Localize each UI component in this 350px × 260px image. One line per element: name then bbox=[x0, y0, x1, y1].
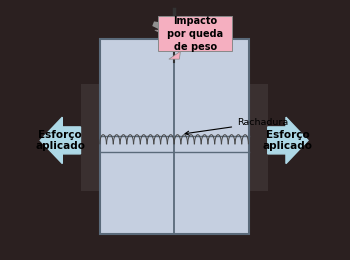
FancyArrow shape bbox=[40, 117, 80, 164]
Bar bbox=[158, 16, 232, 51]
Text: Impacto
por queda
de peso: Impacto por queda de peso bbox=[167, 16, 223, 51]
Bar bbox=[248, 84, 268, 191]
FancyArrow shape bbox=[268, 117, 308, 164]
Text: Rachadura: Rachadura bbox=[185, 118, 288, 135]
Text: Esforço
aplicado: Esforço aplicado bbox=[35, 129, 85, 151]
Bar bbox=[100, 39, 248, 234]
Polygon shape bbox=[155, 30, 194, 40]
Bar bbox=[80, 84, 100, 191]
Polygon shape bbox=[169, 51, 180, 59]
Text: Esforço
aplicado: Esforço aplicado bbox=[263, 129, 313, 151]
Bar bbox=[163, 16, 186, 36]
Polygon shape bbox=[152, 21, 164, 31]
